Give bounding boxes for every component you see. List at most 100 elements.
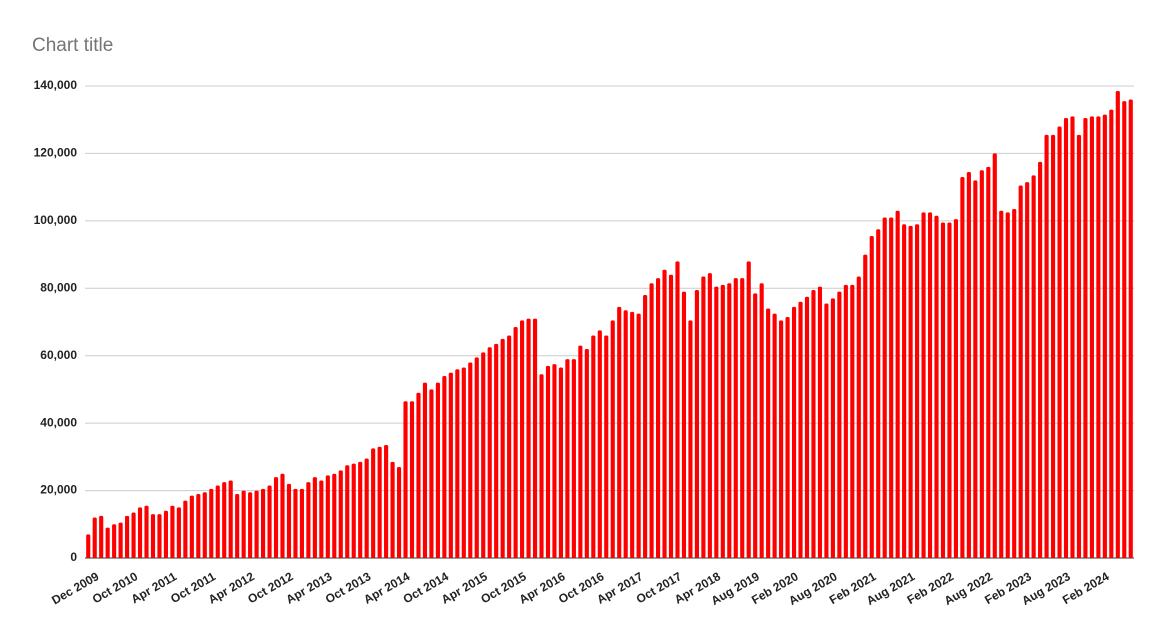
bar (772, 313, 777, 558)
bar (701, 276, 706, 558)
bar (953, 219, 959, 558)
bar (228, 480, 233, 558)
bar (1063, 118, 1069, 559)
bar (338, 470, 343, 558)
bar (843, 284, 848, 558)
bar (837, 291, 842, 558)
bar (668, 274, 674, 558)
bar (552, 364, 557, 558)
bar (371, 448, 376, 558)
bar (455, 369, 460, 558)
bar (915, 224, 920, 558)
bar (416, 392, 421, 558)
bar (461, 367, 466, 558)
bar (209, 488, 214, 558)
bar (1122, 101, 1127, 559)
bar (319, 480, 324, 558)
bar (655, 278, 661, 558)
y-tick-label: 60,000 (40, 348, 77, 362)
bar (565, 359, 570, 558)
bar (157, 514, 162, 558)
bar (558, 367, 564, 558)
bar (494, 343, 499, 558)
bar (694, 289, 699, 558)
bar (248, 492, 253, 558)
bar (973, 180, 978, 558)
bar (474, 357, 479, 558)
bar (273, 477, 279, 558)
bar (649, 283, 654, 558)
bar (1005, 212, 1010, 558)
bar (688, 320, 693, 558)
bar (1070, 116, 1075, 558)
bar (604, 335, 609, 558)
bar (707, 273, 712, 558)
bar (986, 166, 991, 558)
bar (241, 490, 246, 558)
bar (876, 229, 881, 559)
bar (1128, 99, 1133, 558)
bar (863, 254, 868, 559)
bar (960, 177, 965, 558)
y-tick-label: 0 (70, 550, 77, 564)
y-tick-label: 80,000 (40, 280, 77, 294)
bar (610, 320, 615, 558)
bar (889, 217, 894, 558)
bar (1031, 175, 1036, 559)
bar (850, 284, 855, 558)
bar (487, 347, 492, 558)
bar (286, 483, 292, 558)
bar (526, 318, 531, 558)
bar (662, 269, 667, 558)
bar (753, 293, 758, 558)
bar (804, 296, 810, 558)
bar (1044, 134, 1049, 558)
bar (895, 210, 900, 558)
bar (170, 505, 175, 558)
bar (617, 306, 622, 558)
bar (144, 505, 149, 558)
bar (345, 465, 350, 558)
bar (222, 482, 227, 558)
bar (597, 330, 602, 558)
bar (591, 335, 596, 558)
bar (714, 286, 719, 558)
bar (500, 338, 505, 558)
bar (429, 389, 434, 558)
bar (882, 217, 887, 558)
bar (435, 382, 440, 558)
bar (766, 308, 771, 558)
bar (377, 446, 382, 558)
bar (189, 495, 194, 558)
bar (150, 514, 156, 558)
bar (824, 303, 829, 558)
bar (727, 283, 732, 558)
bar (403, 401, 408, 558)
bar (759, 283, 764, 558)
y-tick-label: 40,000 (40, 415, 77, 429)
bar (999, 210, 1004, 558)
chart-title: Chart title (32, 35, 113, 56)
bar (422, 382, 428, 558)
bar (979, 170, 984, 559)
bar (1115, 91, 1120, 559)
bar (1089, 116, 1094, 558)
y-tick-label: 120,000 (34, 146, 78, 160)
bar (280, 473, 285, 558)
bar (332, 473, 337, 558)
bar (927, 212, 933, 558)
bar (1038, 161, 1043, 558)
bar (364, 458, 369, 558)
bar (99, 515, 104, 558)
bar (571, 359, 576, 558)
bar (902, 224, 907, 558)
bar (118, 522, 123, 558)
bar (468, 362, 473, 558)
bar (584, 348, 589, 558)
bar (254, 490, 259, 558)
bar (196, 493, 201, 558)
y-tick-label: 100,000 (34, 213, 78, 227)
y-tick-label: 140,000 (34, 78, 78, 92)
bar (235, 493, 240, 558)
